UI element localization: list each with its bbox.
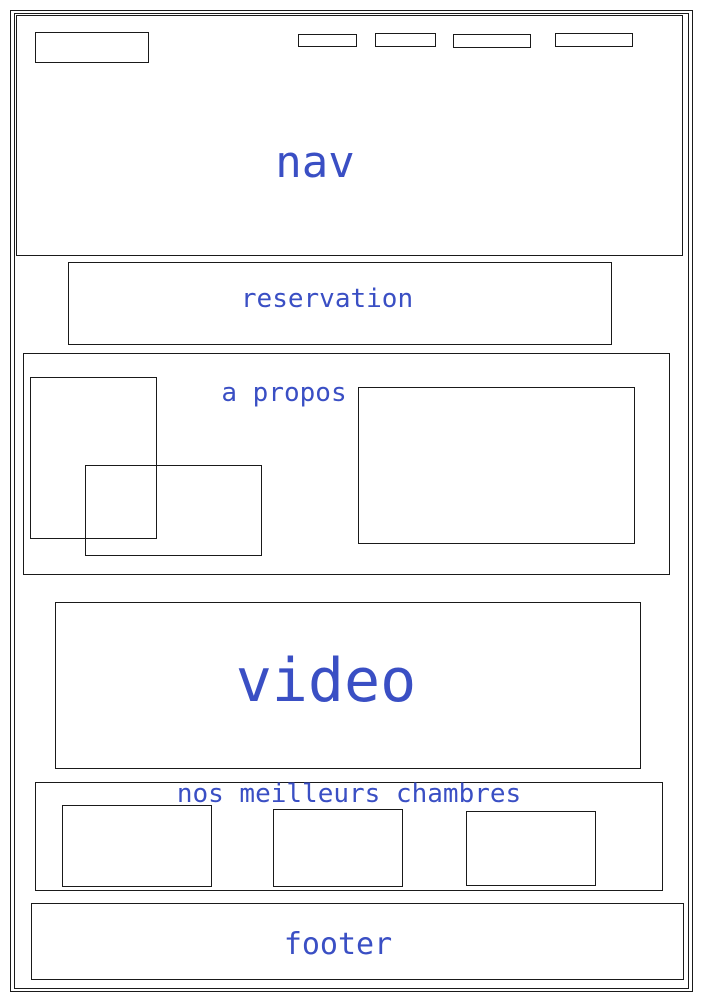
reservation-section[interactable]	[68, 262, 612, 345]
rooms-section	[35, 782, 663, 891]
about-image-back	[30, 377, 157, 539]
room-card-3[interactable]	[466, 811, 596, 886]
nav-link-1[interactable]	[298, 34, 357, 47]
footer-section	[31, 903, 684, 980]
page-frame	[10, 10, 693, 992]
page-frame-inner	[14, 13, 689, 989]
nav-link-2[interactable]	[375, 33, 436, 47]
room-card-2[interactable]	[273, 809, 403, 887]
nav-logo-placeholder[interactable]	[35, 32, 149, 63]
video-label: video	[235, 646, 417, 716]
reservation-label: reservation	[240, 284, 414, 314]
about-section	[23, 353, 670, 575]
footer-label: footer	[283, 927, 393, 962]
rooms-label: nos meilleurs chambres	[176, 779, 522, 809]
nav-label: nav	[275, 137, 355, 188]
room-card-1[interactable]	[62, 805, 212, 887]
nav-section	[16, 15, 683, 256]
nav-link-3[interactable]	[453, 34, 531, 48]
about-image-front	[85, 465, 262, 556]
nav-link-4[interactable]	[555, 33, 633, 47]
video-section[interactable]	[55, 602, 641, 769]
about-text-block	[358, 387, 635, 544]
about-label: a propos	[221, 378, 347, 408]
